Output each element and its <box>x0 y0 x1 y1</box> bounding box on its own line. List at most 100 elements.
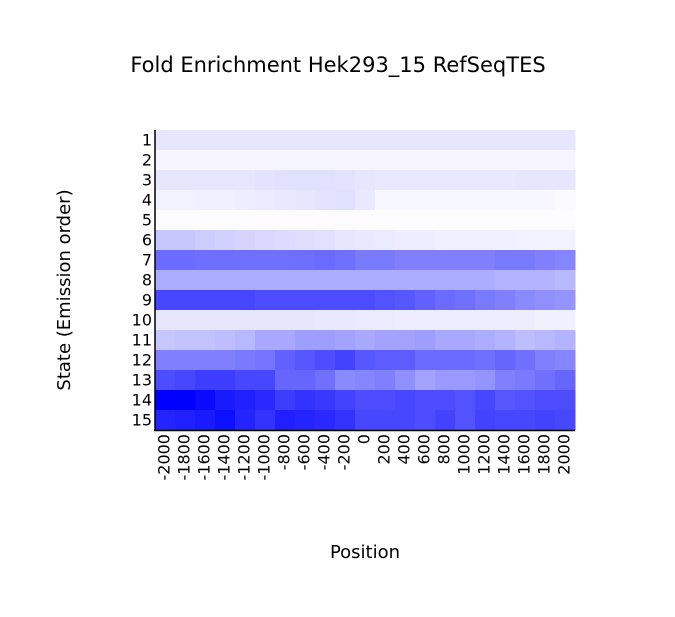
heatmap-cell <box>395 190 416 211</box>
heatmap-cell <box>355 130 376 151</box>
heatmap-cell <box>395 210 416 231</box>
heatmap-cell <box>495 310 516 331</box>
heatmap-cell <box>315 370 336 391</box>
heatmap-cell <box>375 290 396 311</box>
heatmap-cell <box>375 130 396 151</box>
heatmap-cell <box>355 390 376 411</box>
heatmap-cell <box>315 190 336 211</box>
heatmap-cell <box>295 190 316 211</box>
heatmap-cell <box>555 130 576 151</box>
heatmap-cell <box>475 210 496 231</box>
heatmap-cell <box>515 330 536 351</box>
heatmap-cell <box>515 250 536 271</box>
heatmap-cell <box>415 190 436 211</box>
heatmap-cell <box>295 390 316 411</box>
x-tick-label: -800 <box>275 434 294 470</box>
heatmap-cell <box>175 130 196 151</box>
heatmap-cell <box>215 390 236 411</box>
heatmap-cell <box>495 230 516 251</box>
heatmap-cell <box>475 270 496 291</box>
x-tick-label: -200 <box>335 434 354 470</box>
heatmap-cell <box>495 370 516 391</box>
heatmap-cell <box>395 290 416 311</box>
heatmap-cell <box>195 190 216 211</box>
heatmap-cell <box>355 350 376 371</box>
heatmap-cell <box>475 410 496 431</box>
heatmap-cell <box>255 250 276 271</box>
heatmap-cell <box>195 310 216 331</box>
heatmap-cell <box>395 250 416 271</box>
heatmap-cell <box>155 150 176 171</box>
heatmap-cell <box>155 350 176 371</box>
heatmap-cell <box>515 410 536 431</box>
heatmap-cell <box>475 330 496 351</box>
heatmap-cell <box>355 230 376 251</box>
heatmap-cell <box>435 350 456 371</box>
heatmap-cell <box>375 350 396 371</box>
heatmap-cell <box>435 370 456 391</box>
heatmap-cell <box>315 170 336 191</box>
heatmap-cell <box>255 150 276 171</box>
heatmap-cell <box>375 330 396 351</box>
heatmap-cell <box>495 290 516 311</box>
heatmap-cell <box>435 310 456 331</box>
heatmap-cell <box>555 330 576 351</box>
heatmap-cell <box>495 190 516 211</box>
heatmap-cell <box>475 250 496 271</box>
heatmap-cell <box>375 170 396 191</box>
y-tick-label: 8 <box>142 271 152 290</box>
heatmap-cell <box>195 350 216 371</box>
heatmap-cell <box>215 210 236 231</box>
heatmap-cell <box>395 150 416 171</box>
heatmap-cell <box>375 310 396 331</box>
x-tick-label: -1200 <box>235 434 254 481</box>
y-tick-label: 14 <box>132 391 152 410</box>
heatmap-cell <box>235 410 256 431</box>
heatmap-cell <box>515 390 536 411</box>
heatmap-cell <box>435 330 456 351</box>
heatmap-cell <box>255 190 276 211</box>
heatmap-cell <box>275 130 296 151</box>
heatmap-cell <box>335 190 356 211</box>
heatmap-cell <box>375 230 396 251</box>
heatmap-cell <box>515 270 536 291</box>
heatmap-cell <box>195 390 216 411</box>
heatmap-cell <box>475 150 496 171</box>
y-tick-label: 10 <box>132 311 152 330</box>
heatmap-cell <box>275 290 296 311</box>
heatmap-cell <box>555 150 576 171</box>
heatmap-cell <box>155 310 176 331</box>
heatmap-cell <box>335 270 356 291</box>
x-tick-label: 1600 <box>515 434 534 475</box>
heatmap-cell <box>475 310 496 331</box>
heatmap-cell <box>335 210 356 231</box>
heatmap-cell <box>415 230 436 251</box>
heatmap-cell <box>295 410 316 431</box>
heatmap-cell <box>435 390 456 411</box>
heatmap-cell <box>415 150 436 171</box>
heatmap-cell <box>335 130 356 151</box>
y-tick-label: 6 <box>142 231 152 250</box>
heatmap-cell <box>315 410 336 431</box>
heatmap-cell <box>555 210 576 231</box>
heatmap-cell <box>535 270 556 291</box>
heatmap-cell <box>235 230 256 251</box>
heatmap-cell <box>415 330 436 351</box>
y-tick-label: 15 <box>132 411 152 430</box>
heatmap-cell <box>155 190 176 211</box>
heatmap-cell <box>335 350 356 371</box>
heatmap-cell <box>295 210 316 231</box>
heatmap-cell <box>435 210 456 231</box>
heatmap-cell <box>355 250 376 271</box>
heatmap-cell <box>535 230 556 251</box>
heatmap-cell <box>415 410 436 431</box>
heatmap-cell <box>195 230 216 251</box>
heatmap-cell <box>535 410 556 431</box>
heatmap-cell <box>535 170 556 191</box>
heatmap-cell <box>435 130 456 151</box>
heatmap-cell <box>535 190 556 211</box>
heatmap-cell <box>415 350 436 371</box>
heatmap-cell <box>495 330 516 351</box>
heatmap-cell <box>215 170 236 191</box>
